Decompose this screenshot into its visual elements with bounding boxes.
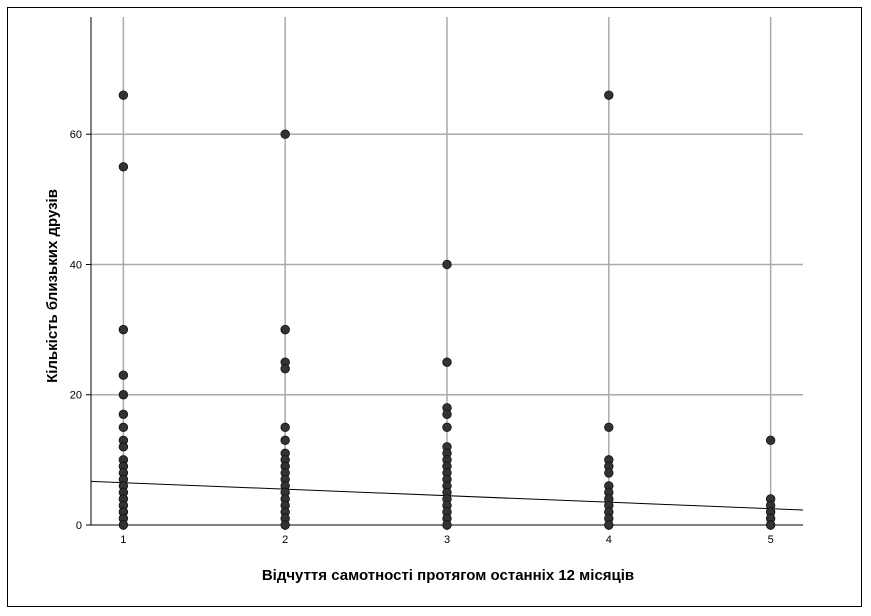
x-tick-label: 5 [768,534,774,546]
data-point [280,363,290,374]
data-point [280,422,290,433]
data-point [442,409,452,419]
data-point [118,390,129,400]
x-tick-label: 3 [444,534,450,546]
data-point [442,259,452,270]
tick-labels: 1 2 3 4 5 0 20 40 60 [70,129,774,546]
y-tick-label: 60 [70,129,82,141]
data-point [118,442,129,452]
data-point [765,520,776,530]
data-point [765,435,776,446]
data-point [280,324,290,335]
data-point [604,422,614,433]
data-point [604,468,614,478]
data-point [280,435,290,446]
data-point [118,422,129,433]
data-point [118,520,129,530]
data-point [604,520,614,530]
x-tick-label: 1 [120,534,126,546]
data-point [118,370,129,380]
y-axis-label: Кількість близьких друзів [44,189,61,383]
x-axis-label: Відчуття самотності протягом останніх 12… [262,567,634,584]
x-tick-label: 4 [606,534,612,546]
data-points [118,90,776,530]
data-point [280,129,290,139]
y-tick-label: 0 [76,520,82,532]
data-point [604,90,614,100]
data-point [442,357,452,367]
data-point [118,90,129,100]
data-point [118,324,129,335]
data-point [442,520,452,530]
y-tick-label: 20 [70,390,82,402]
y-tick-label: 40 [70,259,82,271]
data-point [118,162,129,172]
data-point [280,520,290,530]
data-point [442,422,452,433]
data-point [118,409,129,419]
x-tick-label: 2 [282,534,288,546]
